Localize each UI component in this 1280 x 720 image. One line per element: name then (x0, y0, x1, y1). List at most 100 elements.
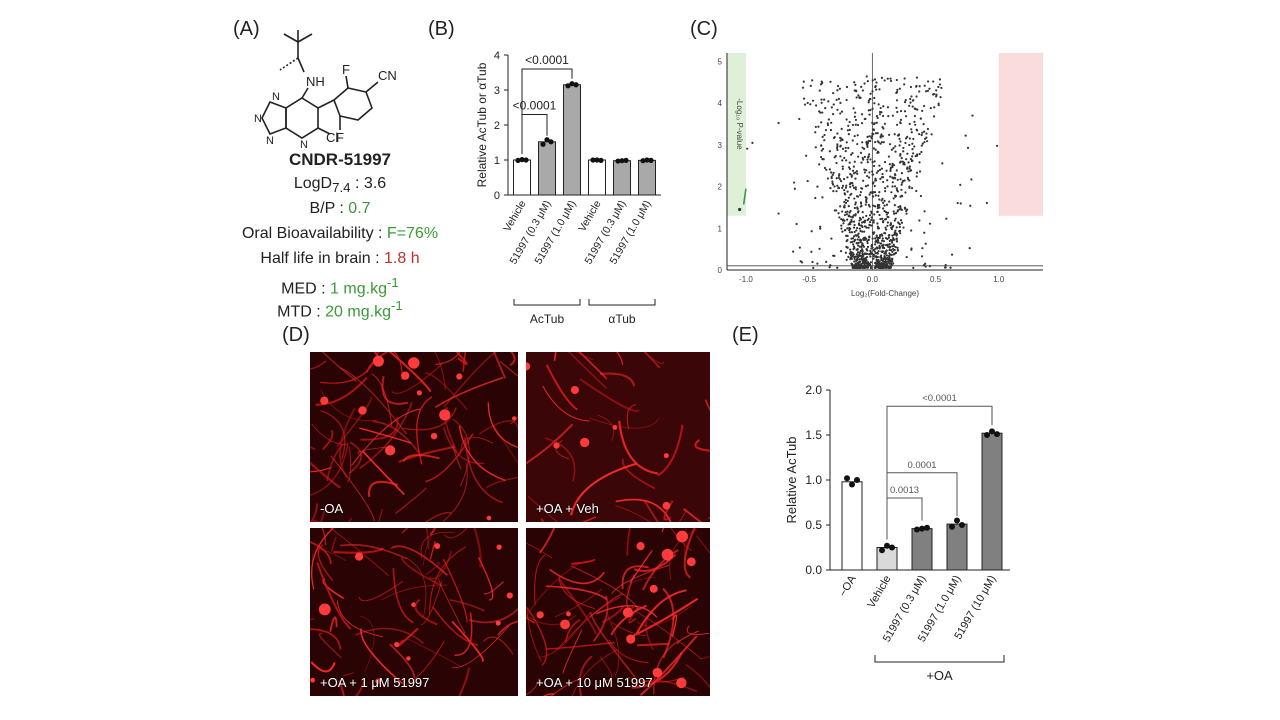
volcano-point (898, 230, 901, 233)
volcano-point (894, 229, 897, 232)
volcano-point (859, 201, 863, 204)
volcano-point (868, 193, 871, 196)
volcano-point (818, 110, 821, 113)
volcano-point (867, 101, 870, 104)
med-superscript: -1 (386, 275, 399, 290)
neurite (429, 541, 436, 560)
neurite (350, 408, 421, 466)
neurite (611, 564, 670, 595)
volcano-point (825, 168, 828, 171)
volcano-point (866, 144, 869, 147)
neurite (696, 535, 710, 554)
volcano-point (883, 218, 887, 221)
volcano-point (829, 187, 832, 190)
volcano-point (885, 228, 888, 231)
neurite (639, 635, 698, 696)
volcano-point (870, 224, 873, 227)
volcano-point (899, 178, 902, 181)
volcano-point (841, 147, 845, 150)
volcano-point (880, 257, 883, 260)
volcano-point (861, 253, 865, 256)
volcano-point (923, 210, 926, 213)
volcano-point (855, 242, 859, 245)
volcano-point (866, 174, 869, 178)
neurite (403, 641, 445, 688)
volcano-point (885, 249, 888, 252)
volcano-point (903, 100, 907, 104)
volcano-point (859, 241, 862, 244)
volcano-point (937, 85, 940, 89)
volcano-point (857, 241, 860, 244)
volcano-point (861, 216, 865, 219)
volcano-point (858, 245, 861, 248)
volcano-point (877, 250, 880, 253)
volcano-point (853, 134, 856, 138)
volcano-point (881, 172, 884, 176)
volcano-point (871, 161, 874, 164)
volcano-point (875, 265, 879, 268)
volcano-point (858, 223, 861, 227)
volcano-point (847, 146, 850, 150)
data-point (640, 158, 646, 164)
cell-body (439, 409, 451, 421)
volcano-point (846, 246, 849, 249)
volcano-point (865, 199, 868, 203)
neurite (526, 614, 577, 626)
neurite (683, 508, 703, 522)
volcano-point (838, 178, 842, 181)
volcano-point (821, 135, 824, 138)
volcano-point (815, 104, 818, 107)
volcano-point (891, 181, 894, 184)
volcano-point (836, 84, 840, 88)
volcano-point (893, 212, 896, 215)
volcano-point (838, 173, 841, 176)
neurite (442, 462, 468, 522)
volcano-point (876, 210, 879, 213)
x-tick-label: −OA (837, 573, 859, 599)
volcano-point (830, 171, 833, 174)
volcano-point (890, 191, 893, 194)
volcano-point (840, 227, 843, 230)
neurite (542, 693, 555, 696)
volcano-point (828, 266, 831, 269)
cell-body (496, 544, 502, 550)
volcano-point (896, 178, 899, 181)
neurite (420, 531, 454, 559)
x-tick-label: 0.5 (930, 275, 942, 284)
volcano-point (833, 254, 836, 257)
volcano-point (844, 146, 847, 149)
volcano-point (903, 179, 906, 182)
volcano-point (871, 107, 874, 110)
volcano-point (922, 264, 926, 267)
volcano-point (860, 121, 864, 125)
data-point (884, 542, 890, 549)
volcano-point (793, 187, 796, 190)
volcano-point (892, 253, 895, 256)
volcano-point (905, 255, 908, 259)
volcano-point (824, 128, 828, 132)
volcano-point (890, 249, 893, 252)
volcano-point (869, 139, 872, 143)
volcano-point (840, 137, 843, 140)
neurite (320, 410, 346, 460)
volcano-point (836, 143, 839, 146)
volcano-point (845, 85, 849, 89)
volcano-point (861, 187, 864, 190)
neurite (635, 679, 698, 693)
neurite (425, 562, 440, 576)
x-axis-label: Log₂(Fold-Change) (851, 289, 919, 298)
bar (911, 528, 933, 571)
volcano-point (846, 227, 849, 230)
volcano-point (904, 137, 908, 140)
neurite (428, 550, 453, 580)
volcano-point (876, 241, 879, 244)
neurite (621, 565, 649, 590)
comparison-label: <0.0001 (513, 99, 557, 113)
micrograph-grid: -OA +OA + Veh +OA + 1 μM 51997 +OA + 10 … (310, 352, 710, 696)
data-point (523, 157, 529, 163)
volcano-point (878, 168, 882, 171)
volcano-point (910, 187, 914, 190)
y-tick-label: 5 (718, 57, 723, 66)
volcano-point (919, 117, 922, 120)
volcano-point (895, 233, 898, 236)
